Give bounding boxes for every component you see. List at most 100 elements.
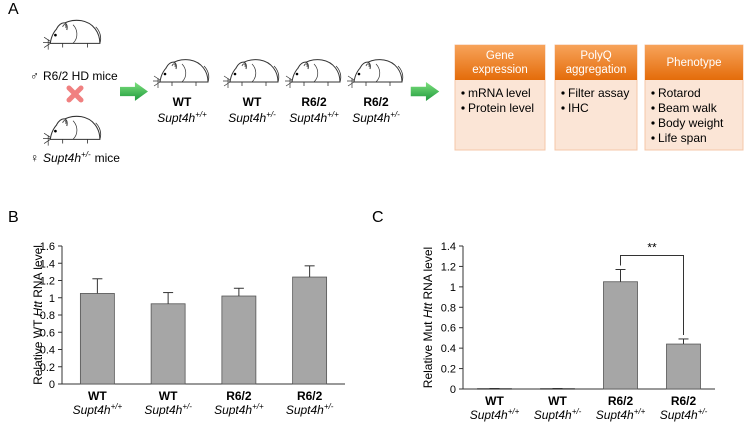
text-part: RNA level — [421, 247, 435, 303]
y-tick-label: 0.6 — [40, 327, 55, 339]
text-part: ♀ — [30, 151, 39, 165]
text-part: RNA level — [31, 245, 45, 301]
text-part: +/- — [266, 110, 276, 119]
text-part: Supt4h — [214, 403, 252, 417]
genotype-label: Supt4h+/+ — [596, 407, 646, 422]
genotype-label: Supt4h+/+ — [214, 402, 264, 417]
significance-bracket — [620, 254, 684, 335]
box-item: IHC — [568, 101, 589, 115]
genotype-label: Supt4h+/+ — [470, 407, 520, 422]
genotype-label: Supt4h+/+ — [289, 110, 339, 125]
box-item: mRNA level — [468, 86, 531, 100]
panel-label: B — [8, 209, 19, 226]
x-tick-label: R6/2 — [608, 394, 634, 408]
box-title: Gene — [486, 50, 514, 62]
bullet — [561, 91, 565, 95]
x-tick-label: R6/2 — [297, 389, 323, 403]
y-tick-label: 1.2 — [40, 276, 55, 288]
genotype-label: Supt4h+/+ — [73, 402, 123, 417]
text-part: Htt — [421, 302, 435, 318]
y-tick-label: 1.4 — [40, 258, 55, 270]
box-title: PolyQ — [580, 50, 611, 62]
strain-label: WT — [243, 95, 262, 109]
text-part: R6/2 HD mice — [43, 69, 118, 83]
text-part: Supt4h — [596, 408, 634, 422]
bullet — [651, 136, 655, 140]
box-item: Beam walk — [658, 101, 718, 115]
y-tick-label: 1.4 — [441, 241, 456, 253]
text-part: +/- — [390, 110, 400, 119]
mouse-icon — [152, 59, 210, 88]
panel-label: A — [8, 1, 19, 18]
text-part: +/+ — [508, 407, 520, 416]
genotype-label: Supt4h+/- — [286, 402, 334, 417]
text-part: +/+ — [252, 402, 264, 411]
x-tick-label: WT — [548, 394, 567, 408]
text-part: Supt4h — [470, 408, 508, 422]
box-header — [645, 45, 743, 80]
bar — [150, 303, 186, 385]
y-tick-label: 0.8 — [441, 302, 456, 314]
y-tick-label: 1.2 — [441, 261, 456, 273]
genotype-label: Supt4h+/- — [144, 402, 192, 417]
box-item: Body weight — [658, 116, 724, 130]
mouse-icon — [346, 59, 404, 88]
text-part: Supt4h — [43, 151, 81, 165]
y-tick-label: 0.4 — [40, 345, 55, 357]
cross — [66, 85, 84, 103]
text-part: Supt4h — [534, 408, 572, 422]
text-part: ♂ — [30, 69, 39, 83]
text-part: Supt4h — [286, 403, 324, 417]
y-tick-label: 0.6 — [441, 323, 456, 335]
text-part: mice — [95, 151, 121, 165]
text-part: +/+ — [327, 110, 339, 119]
parent-label: ♂ R6/2 HD mice — [30, 69, 118, 83]
bullet — [651, 91, 655, 95]
box-item: Protein level — [468, 101, 534, 115]
x-tick-label: R6/2 — [671, 394, 697, 408]
x-tick-label: WT — [88, 389, 107, 403]
box-header — [555, 45, 637, 80]
genotype-label: Supt4h+/- — [352, 110, 400, 125]
y-tick-label: 0.4 — [441, 343, 456, 355]
significance-label: ** — [647, 240, 657, 254]
mouse-icon — [42, 19, 102, 50]
y-tick-label: 0 — [450, 384, 456, 396]
bar — [603, 281, 638, 390]
strain-label: R6/2 — [301, 95, 327, 109]
text-part: Supt4h — [352, 111, 390, 125]
genotype-label: Supt4h+/- — [534, 407, 582, 422]
box-header — [455, 45, 545, 80]
text-part: +/- — [81, 150, 91, 159]
text-part: +/- — [572, 407, 582, 416]
text-part: Supt4h — [157, 111, 195, 125]
text-part: Supt4h — [660, 408, 698, 422]
text-part: +/+ — [111, 402, 123, 411]
box-item: Rotarod — [658, 86, 701, 100]
text-part: Supt4h — [73, 403, 111, 417]
text-part: Relative Mut — [421, 318, 435, 388]
text-part: Supt4h — [228, 111, 266, 125]
bullet — [461, 91, 465, 95]
text-part: +/+ — [195, 110, 207, 119]
mouse-icon — [42, 115, 102, 146]
y-tick-label: 0.8 — [40, 310, 55, 322]
y-axis-label: Relative WT Htt RNA level — [31, 245, 45, 385]
bar — [292, 276, 328, 385]
y-tick-label: 0.2 — [40, 362, 55, 374]
box-title: expression — [472, 64, 528, 76]
box-item: Life span — [658, 131, 707, 145]
bullet — [651, 121, 655, 125]
genotype-label: Supt4h+/- — [660, 407, 708, 422]
bar — [221, 295, 257, 385]
bullet — [561, 106, 565, 110]
strain-label: WT — [173, 95, 192, 109]
bar — [79, 293, 115, 385]
genotype-label: Supt4h+/- — [228, 110, 276, 125]
x-tick-label: WT — [485, 394, 504, 408]
y-tick-label: 0.2 — [441, 364, 456, 376]
strain-label: R6/2 — [363, 95, 389, 109]
text-part: Supt4h — [144, 403, 182, 417]
box-title: aggregation — [566, 64, 627, 76]
box-title: Phenotype — [667, 57, 722, 69]
